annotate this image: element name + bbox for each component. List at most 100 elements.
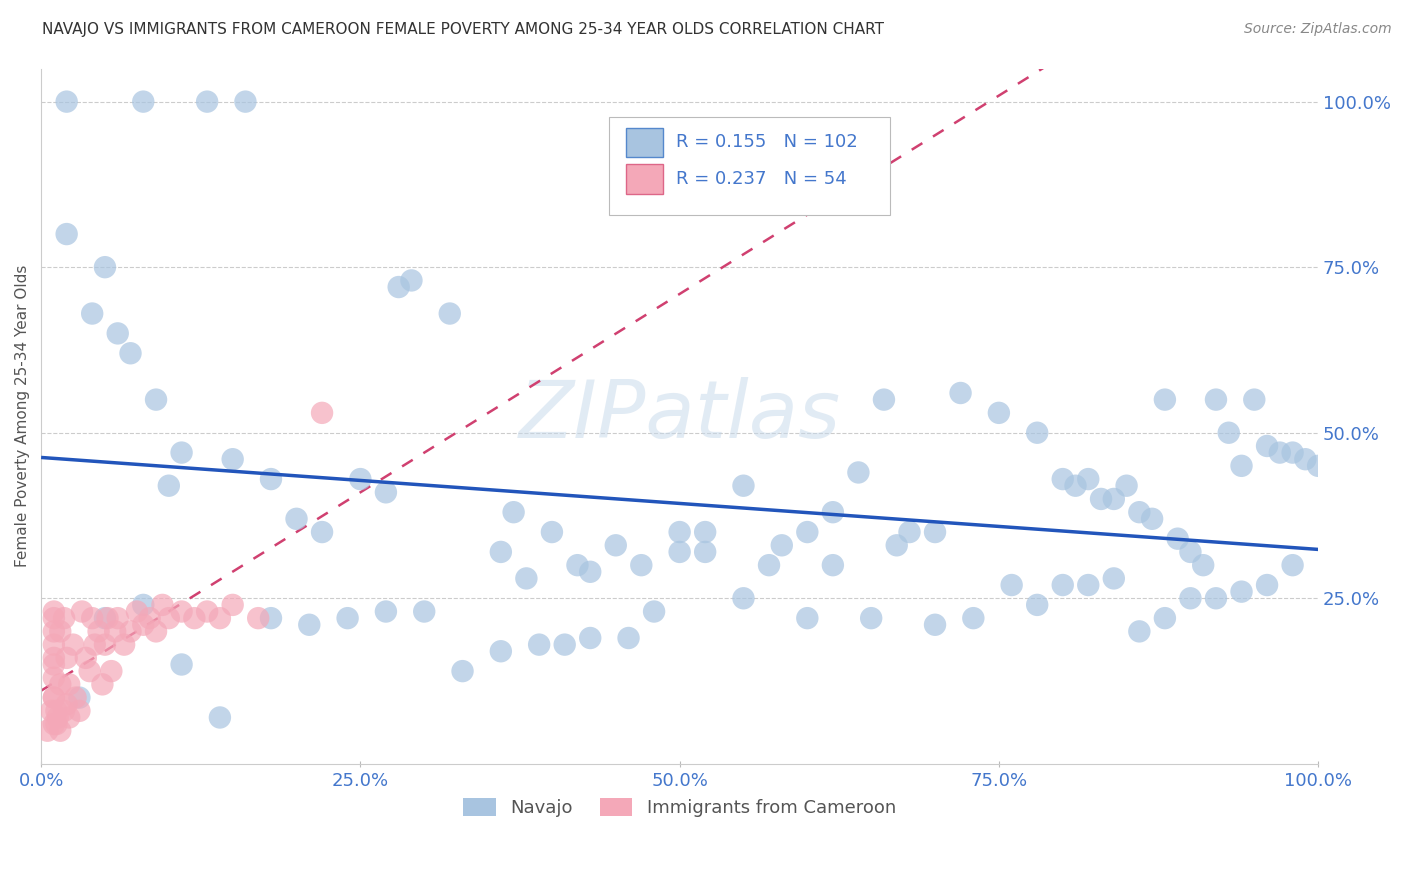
Point [924,617,946,632]
Point [1167,532,1189,546]
Point [42,657,65,672]
Point [336,611,359,625]
Point [1281,445,1303,459]
Point [1192,558,1215,573]
Point [157,479,180,493]
Point [1064,479,1087,493]
Point [1115,479,1137,493]
Point [42,638,65,652]
Point [104,624,127,639]
Point [100,664,122,678]
Point [515,571,537,585]
Text: ZIPatlas: ZIPatlas [519,377,841,455]
Point [37,723,59,738]
Point [1102,571,1125,585]
Point [1268,445,1291,459]
Point [45,704,67,718]
Point [796,524,818,539]
Point [401,273,423,287]
Point [821,505,844,519]
Point [152,598,174,612]
Point [82,306,104,320]
Point [924,524,946,539]
Point [55,697,77,711]
Point [848,466,870,480]
Point [145,392,167,407]
Point [125,605,148,619]
Point [120,624,142,639]
Point [630,558,652,573]
Point [221,598,243,612]
Text: R = 0.237   N = 54: R = 0.237 N = 54 [676,170,846,188]
Point [489,644,512,658]
Legend: Navajo, Immigrants from Cameroon: Navajo, Immigrants from Cameroon [456,790,903,824]
Point [898,524,921,539]
Point [195,95,218,109]
Point [374,485,396,500]
Y-axis label: Female Poverty Among 25-34 Year Olds: Female Poverty Among 25-34 Year Olds [15,265,30,567]
Point [1052,578,1074,592]
Point [489,545,512,559]
Point [668,545,690,559]
Point [94,260,117,275]
FancyBboxPatch shape [609,117,890,215]
Point [83,638,105,652]
Point [49,677,72,691]
Point [1026,598,1049,612]
Point [873,392,896,407]
Point [1218,425,1240,440]
FancyBboxPatch shape [626,164,664,194]
Point [1052,472,1074,486]
Point [67,704,90,718]
Point [96,611,118,625]
Point [1026,425,1049,440]
Point [247,611,270,625]
Point [170,605,193,619]
Point [579,565,602,579]
Point [605,538,627,552]
Point [1230,458,1253,473]
Point [579,631,602,645]
Point [94,638,117,652]
Point [1205,591,1227,606]
Point [758,558,780,573]
FancyBboxPatch shape [626,128,664,157]
Point [695,545,717,559]
Point [285,512,308,526]
Point [235,95,257,109]
Point [311,406,333,420]
Point [987,406,1010,420]
Point [55,227,77,241]
Point [208,611,231,625]
Point [112,638,135,652]
Point [53,704,76,718]
Point [949,386,972,401]
Point [554,638,576,652]
Point [87,624,110,639]
Point [821,558,844,573]
Point [1001,578,1024,592]
Point [733,479,755,493]
Point [49,624,72,639]
Point [1128,624,1150,639]
Point [138,611,160,625]
Point [42,651,65,665]
Point [46,710,69,724]
Point [439,306,461,320]
Point [388,280,411,294]
Point [53,611,76,625]
Point [502,505,524,519]
Point [1090,491,1112,506]
Point [1102,491,1125,506]
Point [1205,392,1227,407]
Point [42,671,65,685]
Point [157,611,180,625]
Point [1077,472,1099,486]
Point [668,524,690,539]
Point [94,611,117,625]
Point [886,538,908,552]
Point [170,445,193,459]
Point [91,677,114,691]
Point [107,611,129,625]
Point [962,611,984,625]
